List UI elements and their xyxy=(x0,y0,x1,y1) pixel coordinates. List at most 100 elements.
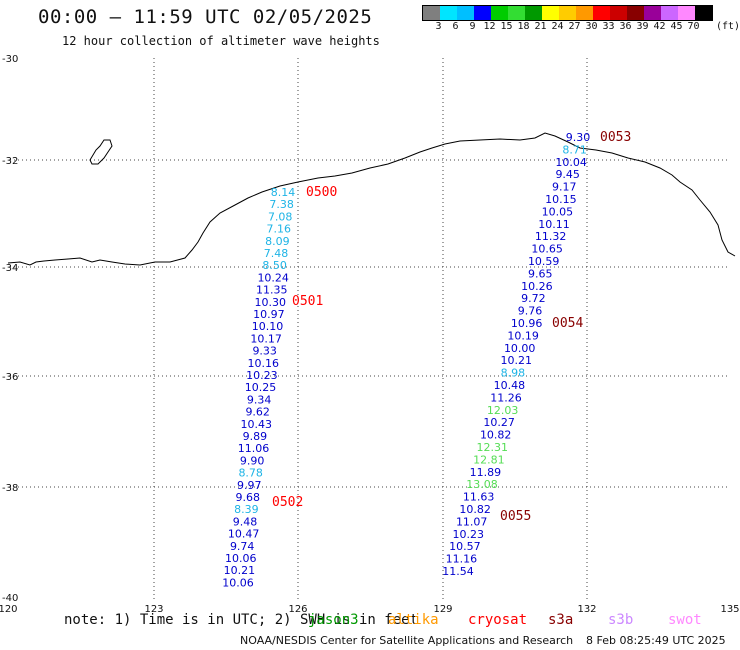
wave-height-value: 10.47 xyxy=(228,528,260,541)
satellite-legend-item: jason3 xyxy=(308,612,359,628)
legend-swatch xyxy=(440,6,457,20)
map-subtitle: 12 hour collection of altimeter wave hei… xyxy=(62,34,380,48)
legend-label: 3 xyxy=(435,21,442,32)
wave-height-value: 10.11 xyxy=(538,218,570,231)
graticule-grid xyxy=(10,58,730,600)
wave-height-value: 10.23 xyxy=(453,528,485,541)
wave-height-value: 10.65 xyxy=(531,243,563,256)
latitude-label: -40 xyxy=(2,593,18,604)
wave-height-value: 9.48 xyxy=(233,515,258,528)
legend-label: 9 xyxy=(469,21,476,32)
wave-height-value: 11.63 xyxy=(463,491,495,504)
longitude-label: 120 xyxy=(0,604,18,615)
wave-height-value: 11.89 xyxy=(470,466,502,479)
wave-height-value: 10.57 xyxy=(449,540,481,553)
wave-height-value: 11.54 xyxy=(442,565,474,578)
wave-height-value: 13.08 xyxy=(466,478,498,491)
island-coast xyxy=(89,139,113,165)
satellite-legend-item: cryosat xyxy=(468,612,528,628)
satellite-tracks: 8.147.387.087.168.097.488.5010.2411.3510… xyxy=(222,130,631,589)
wave-height-value: 10.27 xyxy=(483,416,515,429)
generated-timestamp: 8 Feb 08:25:49 UTC 2025 xyxy=(586,634,726,647)
legend-label: 18 xyxy=(517,21,530,32)
latitude-label: -38 xyxy=(2,483,18,494)
wave-height-value: 10.10 xyxy=(252,320,284,333)
pass-time-label: 0055 xyxy=(500,509,531,524)
wave-height-value: 8.71 xyxy=(562,143,587,156)
wave-height-value: 10.21 xyxy=(224,564,256,577)
wave-height-value: 9.34 xyxy=(247,393,272,406)
wave-height-value: 11.06 xyxy=(238,442,270,455)
wave-height-value: 10.05 xyxy=(542,205,574,218)
legend-swatch xyxy=(627,6,644,20)
wave-height-value: 9.33 xyxy=(252,345,277,358)
longitude-label: 129 xyxy=(433,604,452,615)
legend-label: 15 xyxy=(500,21,513,32)
legend-swatch xyxy=(593,6,610,20)
wave-height-legend-labels: 3 6 9 12 15 18 21 24 27 30 33 36 39 42 45 70 xyxy=(422,21,702,32)
wave-height-value: 10.15 xyxy=(545,193,577,206)
wave-height-value: 11.26 xyxy=(490,391,522,404)
wave-height-value: 10.17 xyxy=(250,332,282,345)
legend-label: 42 xyxy=(653,21,666,32)
pass-time-label: 0053 xyxy=(600,130,631,145)
legend-swatch xyxy=(678,6,695,20)
wave-height-value: 10.82 xyxy=(480,429,512,442)
pass-time-label: 0502 xyxy=(272,495,303,510)
wave-height-value: 10.82 xyxy=(459,503,491,516)
latitude-label: -34 xyxy=(2,263,18,274)
wave-height-value: 10.30 xyxy=(255,296,287,309)
wave-height-value: 7.48 xyxy=(264,247,289,260)
legend-label: 70 xyxy=(687,21,700,32)
legend-swatch xyxy=(457,6,474,20)
wave-height-value: 11.32 xyxy=(535,230,567,243)
legend-label: 30 xyxy=(585,21,598,32)
longitude-label: 135 xyxy=(720,604,739,615)
satellite-legend-item: s3b xyxy=(608,612,634,628)
satellite-legend-item: altika xyxy=(388,612,439,628)
wave-height-value: 9.45 xyxy=(555,168,580,181)
wave-height-value: 9.62 xyxy=(245,406,270,419)
wave-height-value: 12.81 xyxy=(473,453,505,466)
legend-label: 6 xyxy=(452,21,459,32)
footnote: note: 1) Time is in UTC; 2) SWH is in fe… xyxy=(64,612,419,628)
legend-label: 36 xyxy=(619,21,632,32)
legend-swatch xyxy=(610,6,627,20)
legend-swatch xyxy=(525,6,542,20)
longitude-label: 126 xyxy=(288,604,307,615)
wave-height-value: 11.16 xyxy=(446,553,478,566)
wave-height-value: 11.07 xyxy=(456,515,488,528)
wave-height-value: 7.16 xyxy=(267,223,292,236)
latitude-label: -30 xyxy=(2,54,18,65)
wave-height-value: 10.06 xyxy=(225,552,257,565)
wave-height-value: 9.76 xyxy=(518,305,543,318)
pass-time-label: 0500 xyxy=(306,185,337,200)
longitude-label: 132 xyxy=(577,604,596,615)
wave-height-value: 10.24 xyxy=(257,271,289,284)
legend-swatch xyxy=(644,6,661,20)
legend-label: 21 xyxy=(534,21,547,32)
wave-height-value: 10.59 xyxy=(528,255,560,268)
australia-south-coastline xyxy=(7,132,736,266)
satellite-legend-item: s3a xyxy=(548,612,574,628)
wave-height-value: 9.97 xyxy=(237,479,262,492)
wave-height-value: 8.78 xyxy=(238,467,263,480)
legend-swatch xyxy=(542,6,559,20)
wave-height-value: 10.04 xyxy=(555,156,587,169)
wave-height-value: 12.03 xyxy=(487,404,519,417)
wave-height-value: 10.25 xyxy=(245,381,277,394)
wave-height-value: 8.98 xyxy=(501,367,526,380)
legend-swatch xyxy=(559,6,576,20)
legend-label: 33 xyxy=(602,21,615,32)
legend-swatch xyxy=(695,6,712,20)
coastline xyxy=(7,132,736,266)
wave-height-value: 9.89 xyxy=(243,430,268,443)
wave-height-value: 10.21 xyxy=(501,354,533,367)
credit-line: NOAA/NESDIS Center for Satellite Applica… xyxy=(240,634,574,647)
wave-height-value: 10.97 xyxy=(253,308,285,321)
wave-height-value: 10.06 xyxy=(222,576,254,589)
wave-height-value: 10.48 xyxy=(494,379,526,392)
legend-label: 12 xyxy=(483,21,496,32)
